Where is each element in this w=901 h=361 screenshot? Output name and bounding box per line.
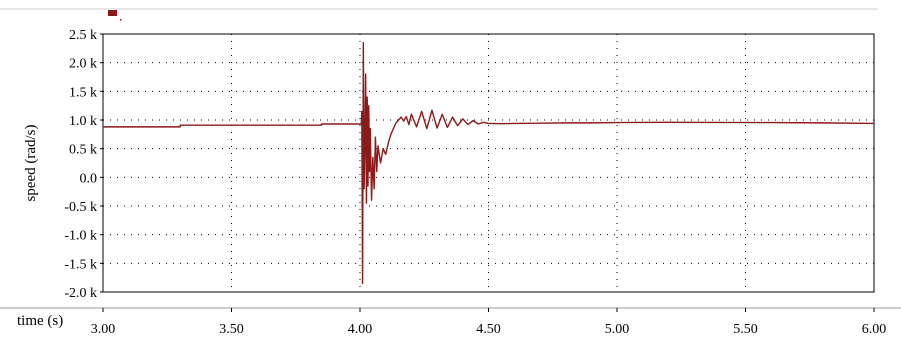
y-tick-label: 0.0 [80, 171, 98, 186]
y-tick-label: 2.0 k [69, 57, 97, 72]
y-tick-label: -2.0 k [64, 286, 97, 301]
y-tick-label: -1.0 k [64, 229, 97, 244]
plot-area [102, 33, 875, 293]
legend-dot [120, 19, 122, 21]
y-tick-label: 0.5 k [69, 143, 97, 158]
x-tick-label: 4.00 [348, 322, 373, 337]
y-axis-title: speed (rad/s) [23, 124, 39, 201]
x-tick-labels: 3.00 3.50 4.00 4.50 5.00 5.50 6.00 [91, 308, 887, 337]
x-axis-title: time (s) [17, 313, 63, 329]
legend-marker [108, 10, 117, 16]
x-tick-label: 6.00 [862, 322, 887, 337]
y-tick-label: -0.5 k [64, 200, 97, 215]
series-group [103, 41, 875, 285]
x-tick-label: 3.00 [91, 322, 116, 337]
x-tick-label: 3.50 [219, 322, 244, 337]
speed-series-line [103, 41, 875, 285]
y-tick-label: 2.5 k [69, 28, 97, 43]
x-tick-label: 4.50 [476, 322, 501, 337]
y-tick-label: 1.0 k [69, 114, 97, 129]
y-tick-labels: 2.5 k 2.0 k 1.5 k 1.0 k 0.5 k 0.0 -0.5 k -1.0 k… [64, 28, 103, 301]
x-tick-label: 5.50 [733, 322, 758, 337]
grid-lines [103, 34, 874, 292]
y-tick-label: -1.5 k [64, 257, 97, 272]
y-tick-label: 1.5 k [69, 85, 97, 100]
x-tick-label: 5.00 [605, 322, 630, 337]
